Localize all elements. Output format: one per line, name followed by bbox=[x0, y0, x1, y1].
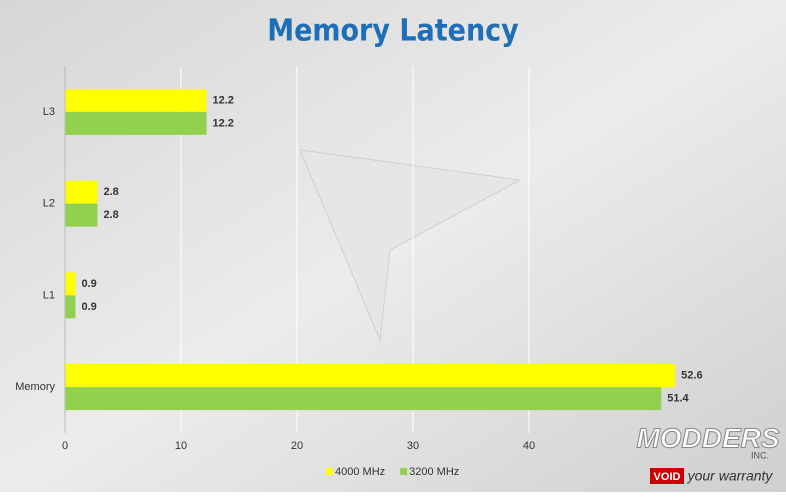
watermark: MODDERS INC. VOID your warranty bbox=[636, 422, 780, 484]
value-label: 51.4 bbox=[667, 393, 689, 405]
legend-label: 3200 MHz bbox=[409, 466, 459, 478]
y-tick-label: L2 bbox=[43, 198, 55, 210]
bar bbox=[65, 180, 98, 204]
bar bbox=[65, 364, 676, 388]
watermark-suffix: INC. bbox=[751, 450, 769, 460]
value-label: 2.8 bbox=[103, 209, 118, 221]
bar bbox=[65, 203, 98, 227]
y-tick-label: Memory bbox=[15, 381, 55, 393]
chart-title: Memory Latency bbox=[267, 14, 519, 49]
value-label: 2.8 bbox=[103, 186, 118, 198]
value-label: 12.2 bbox=[213, 117, 234, 129]
value-label: 12.2 bbox=[213, 94, 234, 106]
watermark-void: VOID bbox=[654, 471, 681, 483]
watermark-box bbox=[650, 468, 684, 484]
bar bbox=[65, 111, 207, 135]
watermark-brand: MODDERS bbox=[636, 422, 779, 453]
x-tick-label: 30 bbox=[407, 440, 419, 452]
bar bbox=[65, 272, 76, 296]
x-tick-label: 0 bbox=[62, 440, 68, 452]
bar bbox=[65, 295, 76, 319]
background-shape bbox=[299, 149, 522, 342]
bar bbox=[65, 88, 207, 112]
y-tick-label: L1 bbox=[43, 289, 55, 301]
legend-swatch bbox=[326, 468, 333, 475]
value-label: 0.9 bbox=[81, 301, 96, 313]
value-label: 52.6 bbox=[681, 370, 702, 382]
x-tick-label: 40 bbox=[523, 440, 535, 452]
value-label: 0.9 bbox=[81, 278, 96, 290]
bar bbox=[65, 387, 662, 411]
watermark-tagline: your warranty bbox=[687, 468, 774, 484]
legend-swatch bbox=[400, 468, 408, 475]
y-tick-label: L3 bbox=[43, 106, 55, 118]
x-tick-label: 20 bbox=[291, 440, 303, 452]
x-tick-label: 10 bbox=[175, 440, 187, 452]
legend-label: 4000 MHz bbox=[335, 466, 385, 478]
